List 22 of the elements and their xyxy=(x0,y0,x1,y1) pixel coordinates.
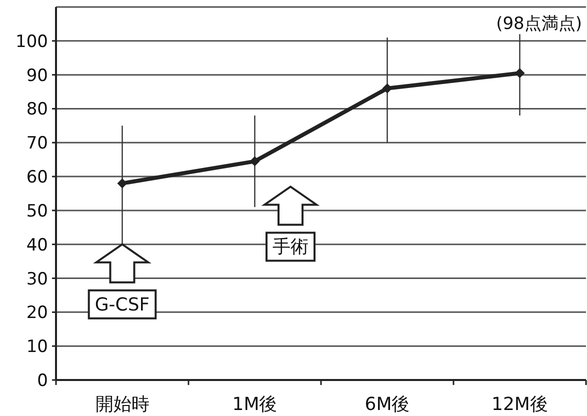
annotation: (98点満点) xyxy=(496,14,582,34)
y-tick-label: 20 xyxy=(26,303,48,324)
y-tick-label: 50 xyxy=(26,201,48,222)
annotation: 手術 xyxy=(272,236,309,258)
x-tick-label: 12M後 xyxy=(492,394,548,415)
point xyxy=(382,83,392,94)
y-tick-label: 60 xyxy=(26,168,48,188)
x-tick-label: 6M後 xyxy=(364,394,410,415)
point xyxy=(250,156,260,166)
y-tick-label: 30 xyxy=(26,269,48,290)
y-tick-label: 90 xyxy=(26,66,48,86)
annotation: G-CSF xyxy=(94,294,150,316)
x-tick-label: 1M後 xyxy=(232,394,278,415)
y-tick-label: 80 xyxy=(26,100,48,120)
point xyxy=(514,68,525,78)
point xyxy=(117,178,128,188)
x-tick-label: 開始時 xyxy=(95,394,150,415)
y-tick-label: 100 xyxy=(16,32,48,52)
y-tick-label: 0 xyxy=(37,371,48,391)
y-tick-label: 10 xyxy=(26,337,48,358)
y-tick-label: 40 xyxy=(26,235,48,256)
y-tick-label: 70 xyxy=(26,134,48,154)
